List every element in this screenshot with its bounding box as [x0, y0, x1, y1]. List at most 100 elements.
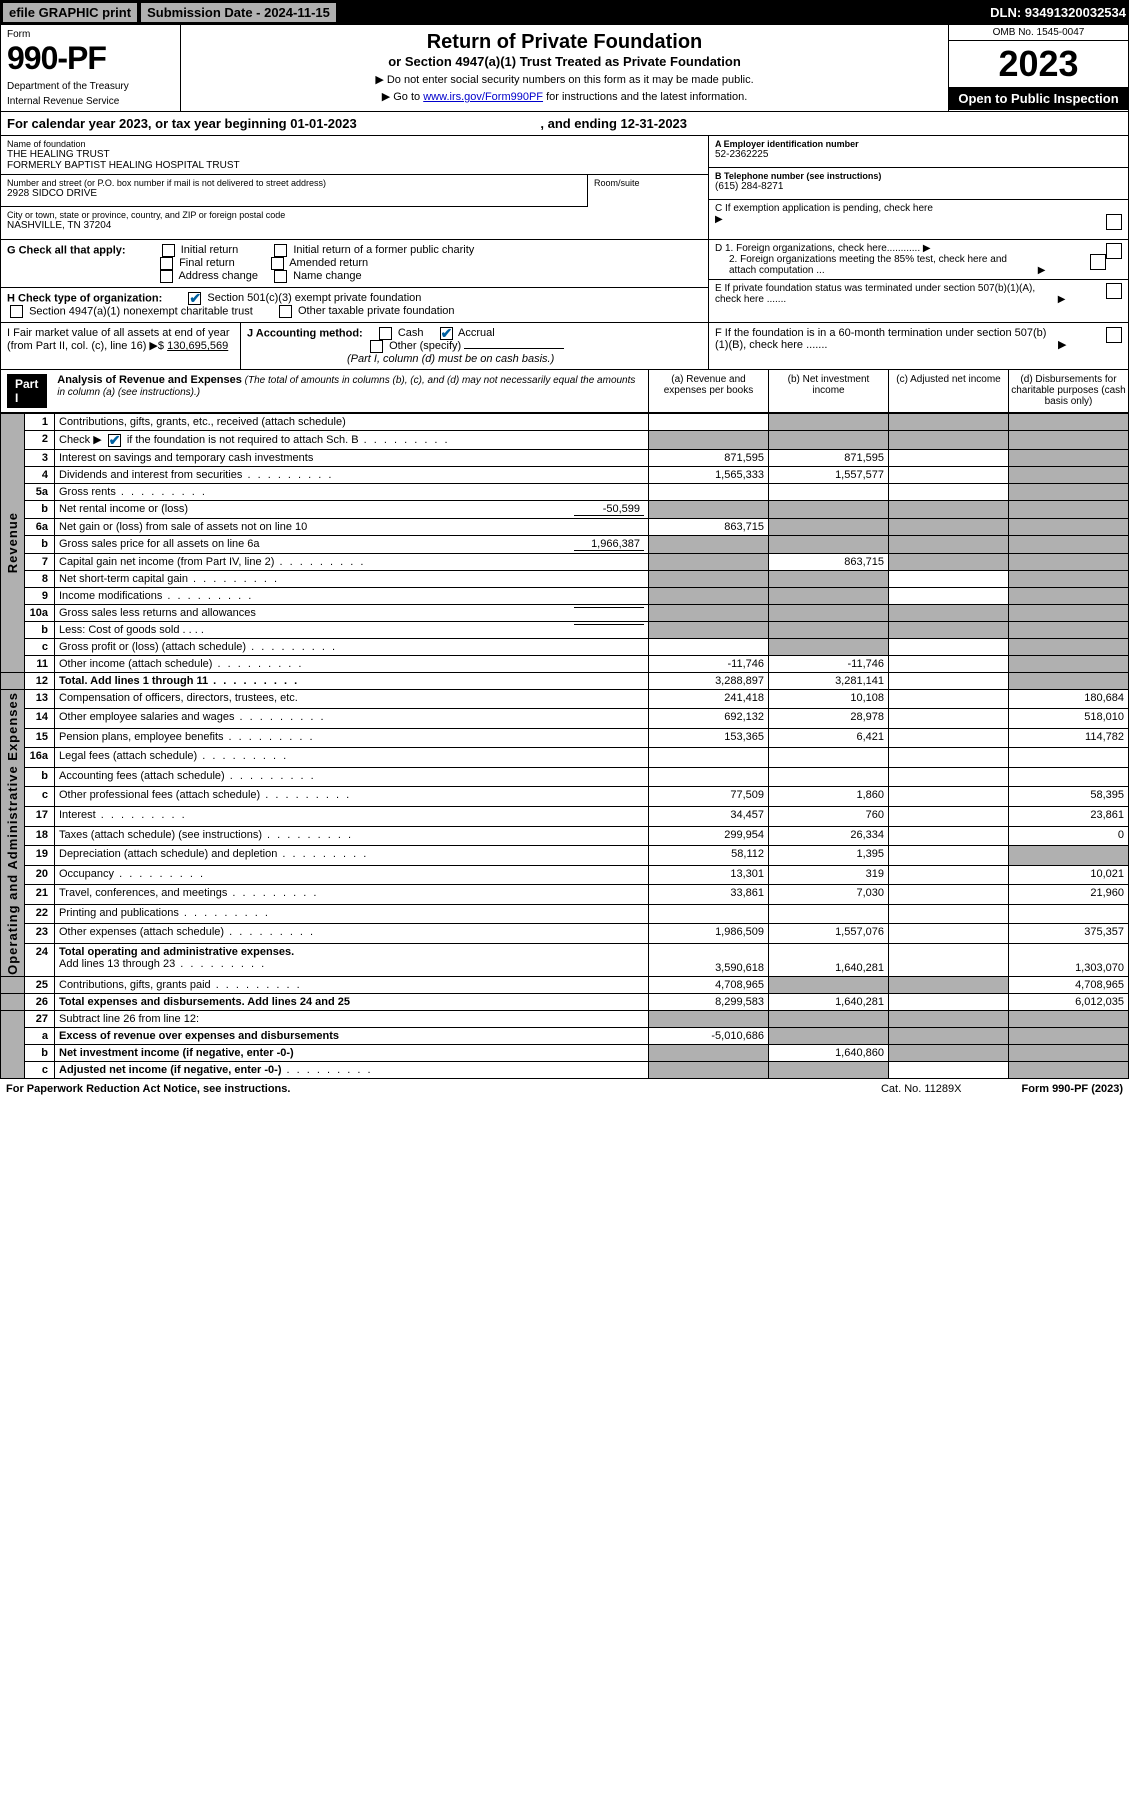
r15-d: 114,782	[1009, 728, 1129, 748]
r10a-num: 10a	[25, 604, 55, 621]
d2-checkbox[interactable]	[1090, 254, 1106, 270]
j-label: J Accounting method:	[247, 327, 363, 339]
r16a-desc: Legal fees (attach schedule)	[55, 748, 649, 768]
g-former: Initial return of a former public charit…	[293, 244, 474, 256]
r6a-a: 863,715	[649, 518, 769, 535]
r17-num: 17	[25, 806, 55, 826]
form-subtitle: or Section 4947(a)(1) Trust Treated as P…	[191, 54, 938, 69]
r16c-d: 58,395	[1009, 787, 1129, 807]
footer-center: Cat. No. 11289X	[881, 1083, 962, 1095]
r19-b: 1,395	[769, 846, 889, 866]
g-final-checkbox[interactable]	[160, 257, 173, 270]
r3-num: 3	[25, 449, 55, 466]
r24-a: 3,590,618	[649, 943, 769, 977]
form-label: Form	[7, 29, 174, 40]
r16b-num: b	[25, 767, 55, 787]
g-initial: Initial return	[181, 244, 238, 256]
g-addr-checkbox[interactable]	[160, 270, 173, 283]
r23-a: 1,986,509	[649, 924, 769, 944]
g-name-checkbox[interactable]	[274, 270, 287, 283]
efile-label: efile GRAPHIC print	[3, 3, 137, 22]
city-value: NASHVILLE, TN 37204	[7, 220, 702, 231]
h-4947-checkbox[interactable]	[10, 305, 23, 318]
r6a-num: 6a	[25, 518, 55, 535]
r20-d: 10,021	[1009, 865, 1129, 885]
irs-link[interactable]: www.irs.gov/Form990PF	[423, 91, 543, 103]
cal-year-end: , and ending 12-31-2023	[540, 116, 687, 131]
r27c-num: c	[25, 1062, 55, 1079]
d1-checkbox[interactable]	[1106, 243, 1122, 259]
r24-num: 24	[25, 943, 55, 977]
g-initial-checkbox[interactable]	[162, 244, 175, 257]
r23-d: 375,357	[1009, 924, 1129, 944]
r26-b: 1,640,281	[769, 994, 889, 1011]
f-checkbox[interactable]	[1106, 327, 1122, 343]
form-title: Return of Private Foundation	[191, 31, 938, 54]
r21-num: 21	[25, 885, 55, 905]
r2-desc: Check ▶ if the foundation is not require…	[55, 431, 649, 450]
ij-section: I Fair market value of all assets at end…	[0, 323, 1129, 370]
r3-a: 871,595	[649, 449, 769, 466]
g-amended-checkbox[interactable]	[271, 257, 284, 270]
r16a-num: 16a	[25, 748, 55, 768]
col-c-header: (c) Adjusted net income	[888, 370, 1008, 412]
g-addr: Address change	[178, 270, 258, 282]
r22-num: 22	[25, 904, 55, 924]
h-501c3-checkbox[interactable]	[188, 292, 201, 305]
r4-b: 1,557,577	[769, 466, 889, 483]
r16b-desc: Accounting fees (attach schedule)	[55, 767, 649, 787]
r27b-desc: Net investment income (if negative, ente…	[55, 1045, 649, 1062]
c-label: C If exemption application is pending, c…	[715, 203, 933, 214]
r5b-desc: Net rental income or (loss) -50,599	[55, 500, 649, 518]
r2-checkbox[interactable]	[108, 434, 121, 447]
dln: DLN: 93491320032534	[990, 5, 1126, 20]
j-accrual-checkbox[interactable]	[440, 327, 453, 340]
h-other-checkbox[interactable]	[279, 305, 292, 318]
r2-num: 2	[25, 431, 55, 450]
g-former-checkbox[interactable]	[274, 244, 287, 257]
r26-d: 6,012,035	[1009, 994, 1129, 1011]
cal-year-begin: For calendar year 2023, or tax year begi…	[7, 116, 357, 131]
r4-desc: Dividends and interest from securities	[55, 466, 649, 483]
r14-a: 692,132	[649, 709, 769, 729]
r10b-desc: Less: Cost of goods sold . . . .	[55, 621, 649, 638]
j-other-checkbox[interactable]	[370, 340, 383, 353]
part1-title: Analysis of Revenue and Expenses	[57, 374, 242, 386]
r25-num: 25	[25, 977, 55, 994]
r6b-num: b	[25, 535, 55, 553]
r8-num: 8	[25, 570, 55, 587]
j-accrual: Accrual	[458, 327, 495, 339]
page-footer: For Paperwork Reduction Act Notice, see …	[0, 1079, 1129, 1099]
r12-a: 3,288,897	[649, 672, 769, 689]
r5b-inline: -50,599	[574, 503, 644, 516]
g-amended: Amended return	[289, 257, 368, 269]
note-ssn: ▶ Do not enter social security numbers o…	[191, 73, 938, 86]
j-cash-checkbox[interactable]	[379, 327, 392, 340]
r15-num: 15	[25, 728, 55, 748]
r18-b: 26,334	[769, 826, 889, 846]
info-section: Name of foundation THE HEALING TRUST FOR…	[0, 136, 1129, 240]
addr-value: 2928 SIDCO DRIVE	[7, 188, 581, 199]
r9-desc: Income modifications	[55, 587, 649, 604]
r26-desc: Total expenses and disbursements. Add li…	[55, 994, 649, 1011]
c-checkbox[interactable]	[1106, 214, 1122, 230]
check-section: G Check all that apply: Initial return I…	[0, 240, 1129, 323]
city-label: City or town, state or province, country…	[7, 210, 702, 220]
r16c-b: 1,860	[769, 787, 889, 807]
r19-num: 19	[25, 846, 55, 866]
r12-num: 12	[25, 672, 55, 689]
revenue-side-label: Revenue	[5, 512, 20, 573]
r16c-a: 77,509	[649, 787, 769, 807]
j-note: (Part I, column (d) must be on cash basi…	[347, 353, 554, 365]
r25-a: 4,708,965	[649, 977, 769, 994]
r24-b: 1,640,281	[769, 943, 889, 977]
r3-desc: Interest on savings and temporary cash i…	[55, 449, 649, 466]
r27b-b: 1,640,860	[769, 1045, 889, 1062]
r13-d: 180,684	[1009, 689, 1129, 709]
r27b-num: b	[25, 1045, 55, 1062]
e-checkbox[interactable]	[1106, 283, 1122, 299]
r5b-num: b	[25, 500, 55, 518]
dept-treasury: Department of the Treasury	[7, 81, 174, 92]
r17-d: 23,861	[1009, 806, 1129, 826]
d2-label: 2. Foreign organizations meeting the 85%…	[715, 254, 1035, 276]
